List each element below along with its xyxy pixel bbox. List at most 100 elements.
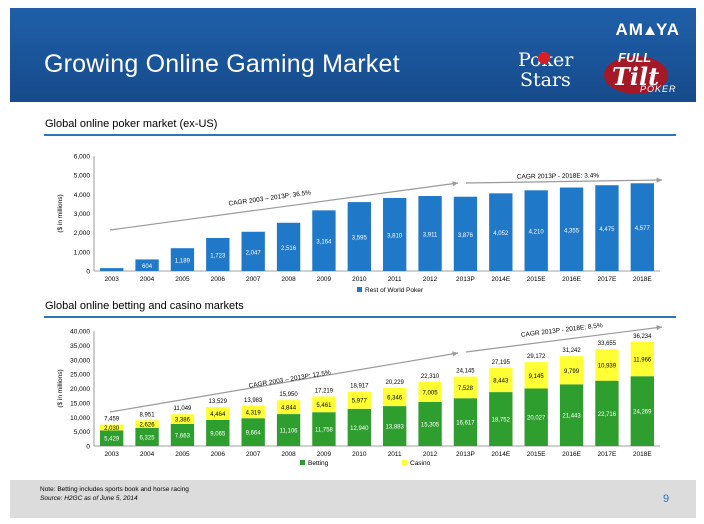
casino-bar: [383, 387, 407, 407]
betting-bar: [135, 427, 159, 446]
casino-bar: [347, 391, 371, 409]
poker-bar-value: 4,577: [635, 226, 651, 232]
poker-cagr-2-arrow-line: [465, 179, 663, 184]
poker-bar-value: 4,475: [599, 227, 615, 233]
betting-y-tick: 25,000: [70, 372, 90, 379]
betting-x-tick: 2018E: [633, 451, 652, 458]
total-bar-value: 33,655: [598, 341, 617, 347]
betting-legend-label: Betting: [308, 460, 329, 467]
betting-cagr-1-label: CAGR 2003 – 2013P: 12.5%: [248, 369, 331, 390]
casino-bar: [170, 414, 195, 424]
casino-bar-value: 2,030: [104, 426, 120, 432]
betting-bar-value: 11,758: [315, 428, 334, 434]
amaya-logo: AM YA: [615, 20, 680, 40]
betting-x-tick: 2006: [211, 451, 226, 458]
betting-x-tick: 2007: [246, 451, 261, 458]
betting-bar-value: 11,106: [280, 429, 299, 435]
casino-bar: [595, 349, 619, 381]
casino-bar-value: 9,799: [564, 369, 580, 375]
total-bar-value: 27,195: [492, 360, 511, 366]
pokerstars-logo-line2: Stars: [520, 69, 571, 91]
brand-triangle-glyph: [644, 26, 655, 35]
brand-text-post: YA: [655, 20, 680, 39]
total-bar-value: 29,172: [527, 354, 546, 360]
poker-x-tick: 2011: [388, 276, 402, 283]
poker-bar: [489, 193, 513, 271]
poker-bar: [276, 222, 301, 271]
betting-bar: [347, 408, 371, 446]
poker-legend-label: Rest of World Poker: [365, 287, 424, 294]
poker-y-tick: 6,000: [74, 154, 91, 161]
poker-x-tick: 2013P: [456, 276, 475, 283]
betting-section-title: Global online betting and casino markets: [45, 300, 244, 312]
casino-bar-value: 2,626: [140, 423, 156, 429]
total-bar-value: 17,219: [315, 388, 334, 394]
casino-bar: [489, 367, 513, 393]
poker-x-tick: 2004: [140, 276, 155, 283]
pokerstars-logo: Poker Stars: [518, 50, 596, 98]
poker-bar-value: 3,911: [423, 233, 438, 239]
total-bar-value: 11,049: [173, 406, 192, 412]
casino-bar-value: 4,844: [281, 406, 297, 412]
casino-bar-value: 9,145: [529, 374, 545, 380]
casino-bar-value: 7,005: [423, 390, 439, 396]
poker-y-tick: 5,000: [74, 173, 91, 180]
betting-y-tick: 10,000: [70, 415, 90, 422]
betting-y-tick: 30,000: [70, 357, 90, 364]
betting-bar: [453, 398, 478, 446]
poker-bar: [347, 202, 371, 271]
total-bar-value: 7,459: [104, 417, 120, 423]
casino-bar: [206, 407, 230, 420]
betting-y-tick: 0: [86, 444, 90, 451]
betting-bar-value: 6,325: [140, 435, 156, 441]
betting-legend-swatch: [300, 460, 305, 465]
fulltilt-logo-line1: FULL: [618, 50, 652, 65]
casino-bar-value: 8,443: [493, 378, 509, 384]
brand-text-pre: AM: [615, 20, 644, 39]
poker-y-tick: 0: [86, 269, 90, 276]
poker-bar-value: 3,164: [316, 240, 332, 246]
total-bar-value: 31,242: [562, 348, 581, 354]
casino-bar-value: 10,939: [598, 363, 617, 369]
casino-bar: [524, 362, 548, 389]
betting-x-tick: 2013P: [456, 451, 475, 458]
poker-bar: [418, 196, 442, 271]
total-bar-value: 36,234: [633, 334, 652, 340]
betting-bar: [312, 412, 336, 446]
betting-bar: [100, 430, 124, 446]
fulltilt-logo-line2: Tilt: [612, 62, 660, 91]
betting-bar: [418, 401, 442, 446]
betting-cagr-2-arrow-line: [465, 326, 663, 353]
total-bar-value: 22,310: [421, 374, 440, 380]
poker-x-tick: 2014E: [491, 276, 510, 283]
betting-bar-value: 20,027: [527, 416, 546, 422]
betting-x-tick: 2003: [104, 451, 119, 458]
casino-bar-value: 7,528: [458, 386, 474, 392]
casino-bar-value: 5,461: [316, 403, 332, 409]
casino-bar-value: 4,464: [210, 412, 226, 418]
betting-y-tick: 15,000: [70, 400, 90, 407]
poker-bar-value: 1,189: [175, 259, 191, 265]
betting-x-tick: 2011: [388, 451, 402, 458]
total-bar-value: 18,917: [350, 384, 369, 390]
betting-bar-value: 22,716: [598, 412, 617, 418]
betting-x-tick: 2016E: [562, 451, 581, 458]
betting-y-tick: 35,000: [70, 343, 90, 350]
casino-bar: [100, 424, 124, 431]
casino-bar-value: 6,346: [387, 395, 403, 401]
page-title: Growing Online Gaming Market: [44, 50, 400, 78]
fulltilt-logo-badge: [604, 56, 668, 94]
poker-bar: [100, 268, 124, 271]
poker-bar: [135, 259, 159, 271]
betting-bar-value: 5,429: [104, 437, 120, 443]
poker-bar-value: 3,810: [387, 233, 403, 239]
betting-bar: [276, 414, 301, 446]
footnote-note: Note: Betting includes sports book and h…: [40, 486, 189, 493]
poker-bar: [241, 231, 265, 271]
poker-x-tick: 2007: [246, 276, 261, 283]
page-number: 9: [663, 493, 670, 505]
betting-bar-value: 9,664: [246, 431, 262, 437]
total-bar-value: 20,229: [386, 380, 405, 386]
betting-y-axis-label: ($ in millions): [57, 369, 64, 407]
